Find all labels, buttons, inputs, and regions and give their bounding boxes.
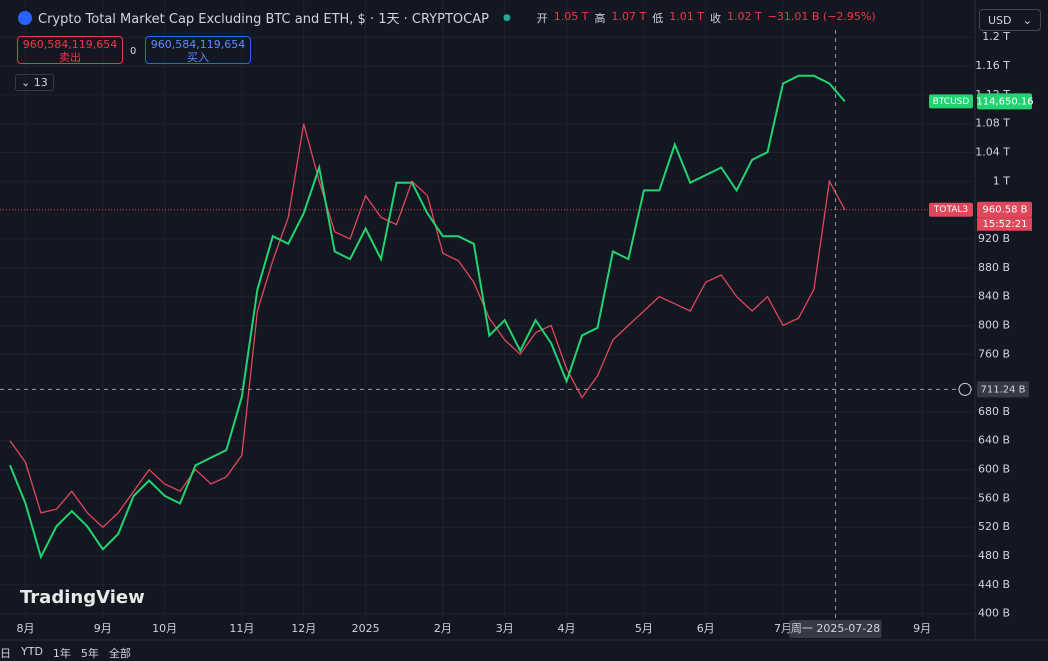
y-tick-label: 440 B: [978, 578, 1010, 591]
series-name: BTCUSD: [933, 97, 970, 107]
y-tick-label: 920 B: [978, 232, 1010, 245]
x-tick-label: 11月: [229, 622, 254, 635]
countdown: 15:52:21: [983, 219, 1028, 230]
sell-button[interactable]: 960,584,119,654 卖出: [17, 36, 123, 64]
x-tick-label: 9月: [94, 622, 112, 635]
x-tick-label: 5月: [635, 622, 653, 635]
x-tick-label: 10月: [152, 622, 177, 635]
low-label: 低: [652, 11, 664, 25]
status-dot: ●: [502, 12, 511, 23]
x-tick-label: 2月: [434, 622, 452, 635]
crosshair-y-tag: [977, 381, 1029, 398]
axis-panel: [975, 0, 1048, 659]
range-button[interactable]: 5年: [80, 647, 99, 660]
header: Crypto Total Market Cap Excluding BTC an…: [18, 8, 876, 27]
indicator-count: 13: [33, 76, 48, 89]
y-tick-label: 680 B: [978, 405, 1010, 418]
ohlc: 开 1.05 T 高 1.07 T 低 1.01 T 收 1.02 T −31.01 B…: [537, 10, 876, 26]
last-price-tag: [977, 201, 1032, 218]
buy-label: 买入: [187, 51, 209, 64]
x-tick-label: 4月: [558, 622, 576, 635]
series-tag: [929, 202, 973, 217]
high-value: 1.07 T: [611, 9, 647, 23]
last-price-tag: [977, 93, 1032, 110]
y-tick-label: 560 B: [978, 491, 1010, 504]
spread: 0: [130, 46, 137, 57]
buy-price: 960,584,119,654: [150, 38, 246, 51]
x-tick-label: 12月: [291, 622, 316, 635]
close-label: 收: [709, 11, 721, 25]
range-button[interactable]: YTD: [21, 645, 43, 658]
change: −31.01 B (−2.95%): [767, 9, 876, 23]
y-tick-label: 1.04 T: [975, 146, 1010, 159]
y-tick-label: 1.2 T: [982, 30, 1010, 43]
symbol-icon: [18, 10, 32, 25]
y-tick-label: 1.16 T: [975, 59, 1010, 72]
series-line: [9, 74, 846, 560]
watermark: TradingView: [20, 587, 145, 608]
countdown-tag: [977, 217, 1032, 231]
x-tick-label: 6月: [697, 622, 715, 635]
sell-label: 卖出: [59, 51, 81, 64]
y-tick-label: 600 B: [978, 463, 1010, 476]
high-label: 高: [594, 11, 606, 25]
y-tick-label: 480 B: [978, 549, 1010, 562]
x-tick-label: 8月: [16, 622, 34, 635]
open-label: 开: [536, 11, 548, 25]
y-tick-label: 1.08 T: [975, 117, 1010, 130]
crosshair-x-tag: [789, 620, 882, 638]
series-tag: [929, 94, 973, 109]
range-button[interactable]: 1年: [52, 647, 71, 660]
y-tick-label: 400 B: [978, 607, 1010, 620]
x-tick-label: 9月: [913, 622, 931, 635]
currency-select[interactable]: USD ⌄: [979, 9, 1041, 31]
add-button: [958, 382, 972, 396]
close-value: 1.02 T: [726, 9, 762, 23]
open-value: 1.05 T: [553, 9, 589, 23]
y-tick-label: 840 B: [978, 290, 1010, 303]
y-tick-label: 1 T: [993, 174, 1010, 187]
currency: USD: [988, 14, 1012, 27]
y-tick-label: 800 B: [978, 318, 1010, 331]
y-tick-label: 880 B: [978, 261, 1010, 274]
sell-price: 960,584,119,654: [22, 38, 118, 51]
last-price: 114,650.16: [976, 96, 1033, 107]
crosshair-y-label: 711.24 B: [980, 384, 1025, 395]
buy-button[interactable]: 960,584,119,654 买入: [145, 36, 251, 64]
x-tick-label: 7月: [774, 622, 792, 635]
last-price: 960.58 B: [982, 205, 1027, 216]
crosshair-x-label: 周一 2025-07-28: [791, 622, 880, 635]
low-value: 1.01 T: [669, 9, 704, 23]
range-button[interactable]: 日: [0, 647, 11, 660]
indicator-toggle[interactable]: ⌄ 13: [15, 74, 54, 91]
series-line: [9, 123, 846, 529]
range-button[interactable]: 全部: [108, 647, 131, 660]
series-name: TOTAL3: [933, 205, 968, 215]
range-toolbar: 日 YTD 1年 5年 全部: [0, 645, 131, 661]
y-tick-label: 760 B: [978, 347, 1010, 360]
x-tick-label: 2025: [352, 622, 380, 635]
y-tick-label: 640 B: [978, 434, 1010, 447]
chart-title[interactable]: Crypto Total Market Cap Excluding BTC an…: [38, 12, 489, 27]
x-tick-label: 3月: [496, 622, 514, 635]
y-tick-label: 520 B: [978, 520, 1010, 533]
